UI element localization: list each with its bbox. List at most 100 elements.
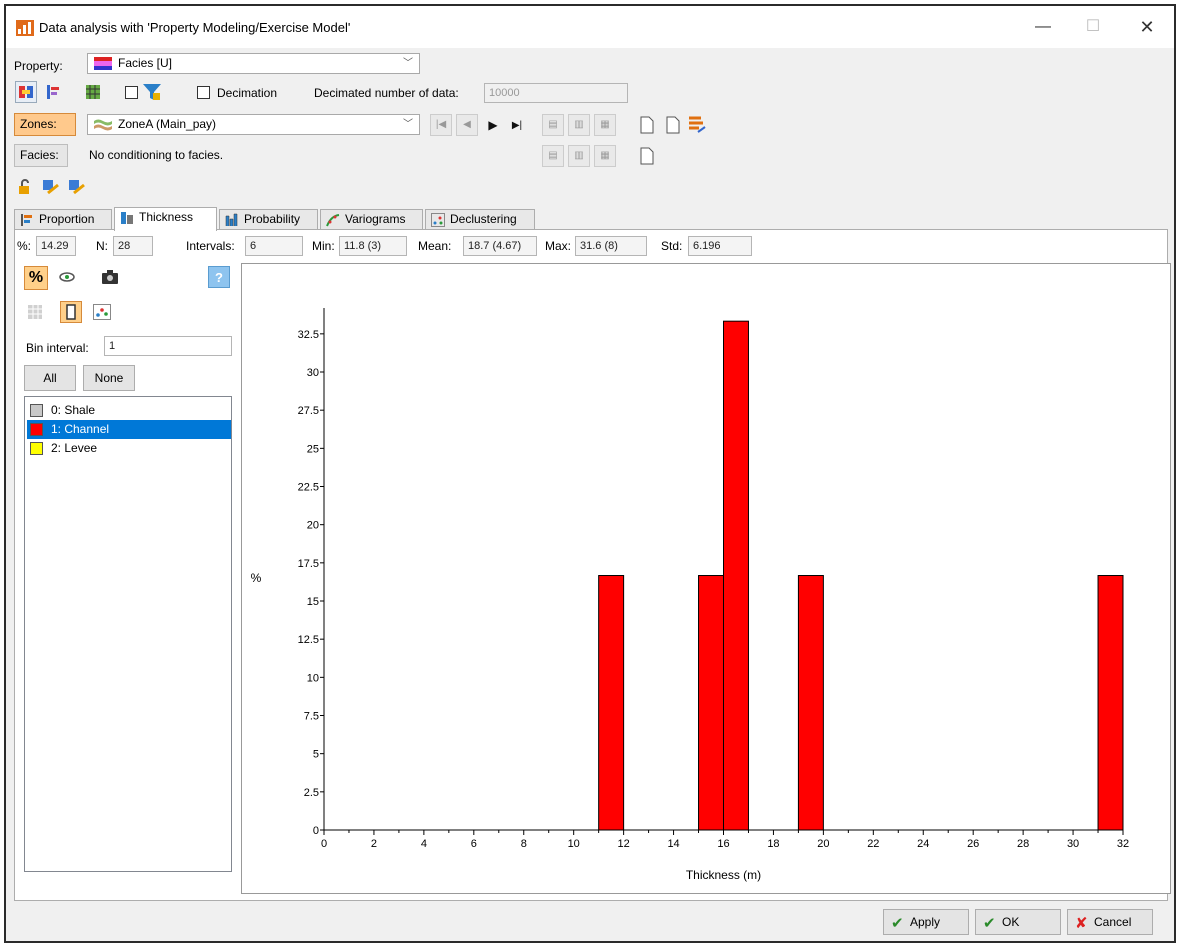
decimation-checkbox[interactable] [197, 86, 210, 99]
scatter-icon [93, 304, 111, 320]
property-value: Facies [U] [118, 56, 173, 70]
list-item[interactable]: 0: Shale [27, 401, 231, 420]
decimated-number-input[interactable]: 10000 [484, 83, 628, 103]
table-view-button[interactable] [24, 301, 46, 323]
unlock-button[interactable] [14, 176, 36, 198]
first-zone-button[interactable]: |◀ [430, 114, 452, 136]
x-tick-label: 30 [1067, 838, 1079, 850]
eye-icon [59, 272, 75, 282]
chevron-down-icon: ﹀ [403, 58, 413, 69]
x-tick-label: 2 [371, 838, 377, 850]
property-select[interactable]: Facies [U] ﹀ [87, 53, 420, 74]
help-button[interactable]: ? [208, 266, 230, 288]
x-tick-label: 20 [817, 838, 829, 850]
tab-variograms[interactable]: Variograms [320, 209, 423, 230]
paste-button[interactable]: ▦ [594, 114, 616, 136]
facies-copy-button[interactable]: ▤ [542, 145, 564, 167]
apply-label: Apply [910, 915, 941, 929]
new-page-copy-button[interactable] [662, 114, 684, 136]
percent-label: %: [17, 239, 32, 253]
zone-icon [94, 119, 112, 131]
new-page-button[interactable] [636, 114, 658, 136]
facies-conditioning-text: No conditioning to facies. [89, 148, 224, 162]
grid-button[interactable] [82, 81, 104, 103]
variogram-icon [326, 214, 340, 227]
zones-button[interactable]: Zones: [14, 113, 76, 136]
snapshot-button[interactable] [99, 266, 121, 288]
std-value: 6.196 [688, 236, 752, 256]
histogram-svg: 0 2.5 5 7.5 10 12.5 15 17.5 20 22.5 25 27.5 30 32.5 0 2… [251, 308, 1129, 882]
x-tick-label: 18 [767, 838, 779, 850]
facies-paste-button[interactable]: ▦ [594, 145, 616, 167]
percent-mode-button[interactable]: % [24, 266, 48, 290]
histogram-bar [698, 575, 724, 831]
histogram-view-button[interactable] [60, 301, 82, 323]
scatter-view-button[interactable] [91, 301, 113, 323]
table-icon [28, 305, 42, 319]
filter-checkbox[interactable] [125, 86, 138, 99]
copy-button[interactable]: ▤ [542, 114, 564, 136]
thickness-panel: %: 14.29 N: 28 Intervals: 6 Min: 11.8 (3… [14, 229, 1171, 901]
tab-proportion-label: Proportion [39, 212, 95, 226]
zone-export-icon [689, 116, 706, 133]
x-tick-label: 22 [867, 838, 879, 850]
facies-color-swatch [30, 442, 43, 455]
tab-declustering[interactable]: Declustering [425, 209, 535, 230]
min-value: 11.8 (3) [339, 236, 407, 256]
x-tick-label: 4 [421, 838, 427, 850]
checkmark-icon: ✔ [983, 915, 996, 932]
list-item[interactable]: 1: Channel [27, 420, 231, 439]
apply-to-all-button[interactable] [40, 176, 62, 198]
next-zone-button[interactable]: ▶ [488, 118, 498, 132]
declustering-icon [431, 213, 445, 227]
transfer-button[interactable] [66, 176, 88, 198]
zone-export-button[interactable] [686, 114, 708, 136]
maximize-button[interactable]: ☐ [1085, 18, 1101, 35]
minimize-button[interactable]: — [1035, 18, 1051, 35]
histogram-bar [797, 575, 824, 831]
tab-probability[interactable]: Probability [219, 209, 318, 230]
facies-copy-all-button[interactable]: ▥ [568, 145, 590, 167]
tab-variograms-label: Variograms [345, 212, 406, 226]
proportion-icon [21, 214, 32, 226]
last-zone-button[interactable]: ▶| [511, 119, 523, 131]
histogram-bar [598, 575, 625, 831]
copy-all-button[interactable]: ▥ [568, 114, 590, 136]
facies-color-swatch [30, 423, 43, 436]
bin-interval-input[interactable]: 1 [104, 336, 232, 356]
facies-new-page-button[interactable] [636, 145, 658, 167]
y-tick-label: 5 [313, 749, 319, 761]
mean-value: 18.7 (4.67) [463, 236, 537, 256]
page-icon [640, 116, 654, 134]
tab-thickness[interactable]: Thickness [114, 207, 217, 231]
zone-select[interactable]: ZoneA (Main_pay) ﹀ [87, 114, 420, 135]
x-axis-label: Thickness (m) [686, 868, 761, 882]
ok-button[interactable]: ✔ OK [975, 909, 1061, 935]
title-bar: Data analysis with 'Property Modeling/Ex… [6, 6, 1174, 48]
tab-thickness-label: Thickness [139, 210, 194, 224]
list-item[interactable]: 2: Levee [27, 439, 231, 458]
page-icon [640, 147, 654, 165]
checkmark-icon: ✔ [891, 915, 904, 932]
facies-item-label: 0: Shale [51, 403, 96, 417]
max-value: 31.6 (8) [575, 236, 647, 256]
cancel-button[interactable]: ✘ Cancel [1067, 909, 1153, 935]
well-log-icon [47, 85, 59, 99]
y-tick-label: 7.5 [304, 711, 319, 723]
cancel-x-icon: ✘ [1075, 915, 1088, 932]
select-all-button[interactable]: All [24, 365, 76, 391]
well-log-button[interactable] [42, 81, 64, 103]
y-tick-label: 22.5 [298, 482, 319, 494]
visibility-button[interactable] [56, 266, 78, 288]
apply-button[interactable]: ✔ Apply [883, 909, 969, 935]
previous-zone-button[interactable]: ◀ [456, 114, 478, 136]
x-tick-label: 12 [618, 838, 630, 850]
facies-button[interactable]: Facies: [14, 144, 68, 167]
select-none-button[interactable]: None [83, 365, 135, 391]
y-tick-label: 17.5 [298, 558, 319, 570]
close-button[interactable]: ✕ [1139, 17, 1155, 37]
bin-interval-label: Bin interval: [26, 341, 89, 355]
facies-filter-toggle[interactable] [15, 81, 37, 103]
tab-proportion[interactable]: Proportion [14, 209, 112, 230]
y-tick-label: 2.5 [304, 787, 319, 799]
